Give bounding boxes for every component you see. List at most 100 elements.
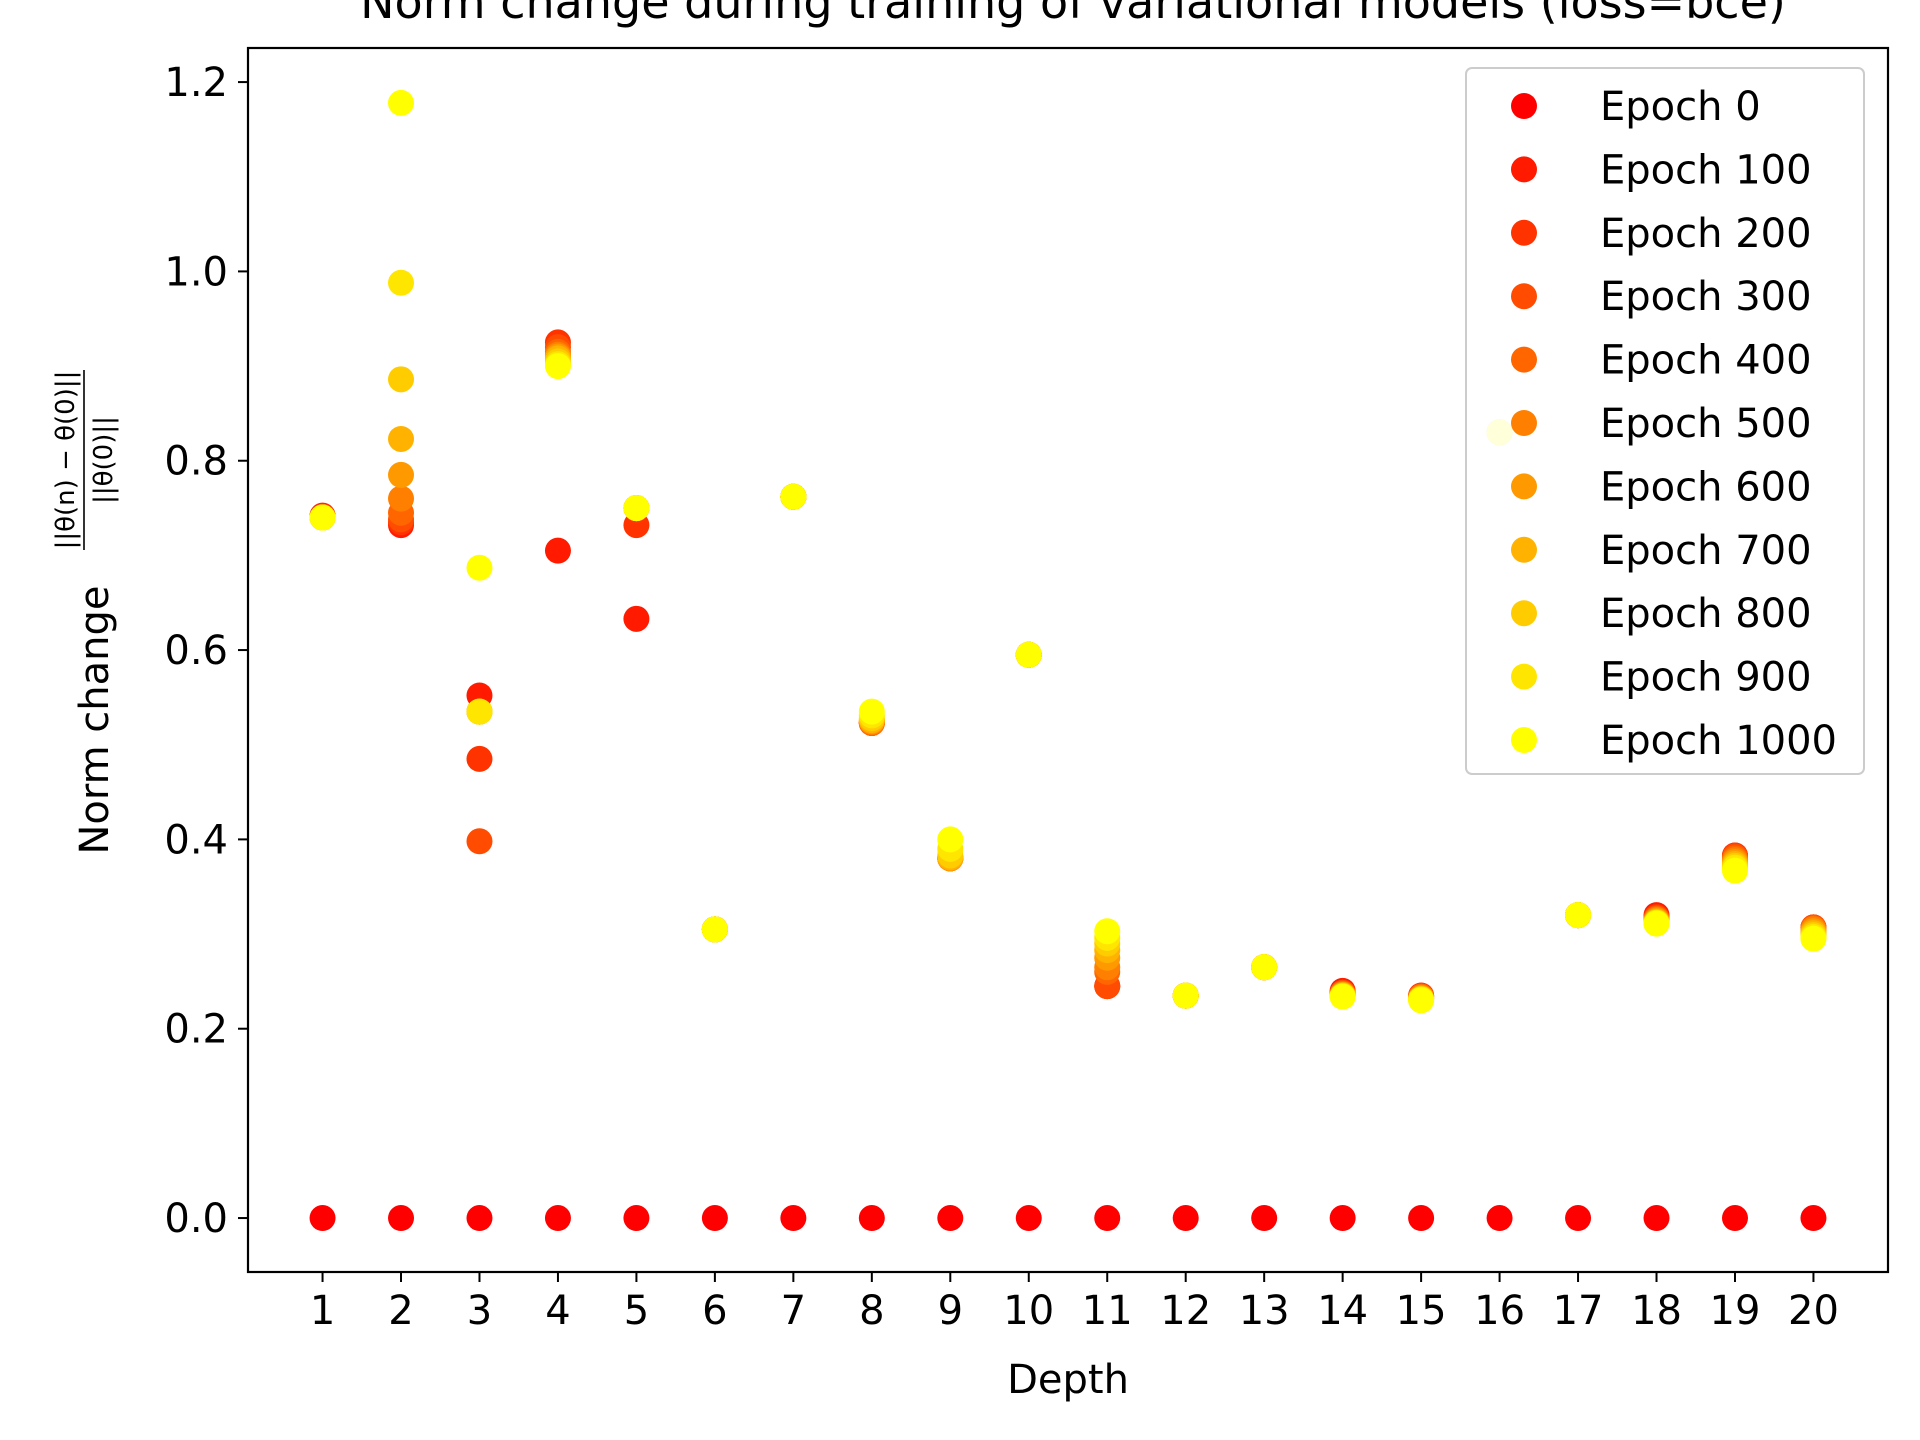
legend-marker bbox=[1511, 219, 1537, 246]
legend-marker bbox=[1511, 600, 1537, 627]
y-tick-label: 0.0 bbox=[164, 1196, 228, 1242]
data-point bbox=[1329, 1205, 1356, 1232]
y-tick-label: 1.2 bbox=[164, 60, 228, 106]
legend-entry-label: Epoch 700 bbox=[1600, 528, 1812, 574]
data-point bbox=[388, 1205, 415, 1232]
data-point bbox=[388, 461, 415, 488]
legend-marker bbox=[1511, 727, 1537, 753]
x-tick-label: 2 bbox=[388, 1288, 413, 1334]
data-point bbox=[1721, 1205, 1748, 1232]
data-point bbox=[1251, 1205, 1278, 1232]
y-tick-label: 1.0 bbox=[164, 249, 228, 295]
data-point bbox=[1094, 1205, 1121, 1232]
data-point bbox=[1172, 1205, 1199, 1232]
data-point bbox=[466, 745, 493, 772]
data-point bbox=[544, 1205, 571, 1232]
data-point bbox=[388, 485, 415, 512]
y-tick-label: 0.4 bbox=[164, 817, 228, 863]
y-axis-fraction-numerator: ||θ(n) − θ(0)|| bbox=[51, 371, 81, 550]
x-tick-label: 19 bbox=[1710, 1288, 1761, 1334]
data-point bbox=[701, 916, 728, 943]
data-point bbox=[466, 698, 493, 725]
legend-marker bbox=[1511, 93, 1537, 119]
data-point bbox=[309, 504, 336, 531]
data-point bbox=[1643, 1205, 1670, 1232]
x-tick-label: 5 bbox=[624, 1288, 649, 1334]
data-point bbox=[466, 554, 493, 581]
legend-entry-label: Epoch 200 bbox=[1600, 211, 1812, 257]
data-point bbox=[388, 89, 415, 116]
legend-marker bbox=[1511, 663, 1537, 690]
legend-marker bbox=[1511, 410, 1537, 436]
x-tick-label: 7 bbox=[781, 1288, 806, 1334]
data-point bbox=[1408, 987, 1435, 1014]
legend-entry-label: Epoch 1000 bbox=[1600, 718, 1837, 764]
x-tick-label: 20 bbox=[1788, 1288, 1839, 1334]
data-point bbox=[858, 698, 885, 725]
data-points bbox=[309, 89, 1827, 1232]
data-point bbox=[780, 483, 807, 510]
x-tick-label: 1 bbox=[310, 1288, 335, 1334]
data-point bbox=[1408, 1205, 1435, 1232]
legend-marker bbox=[1511, 536, 1537, 563]
data-point bbox=[623, 1205, 650, 1232]
legend-entry-label: Epoch 400 bbox=[1600, 338, 1812, 384]
data-point bbox=[388, 269, 415, 296]
legend-entry-label: Epoch 300 bbox=[1600, 274, 1812, 320]
x-tick-label: 4 bbox=[545, 1288, 570, 1334]
data-point bbox=[937, 1205, 964, 1232]
y-axis-fraction-denominator: ||θ(0)|| bbox=[89, 416, 119, 504]
data-point bbox=[623, 495, 650, 522]
plot-area: 1 2 3 4 5 6 7 8 9 10 11 12 13 14 15 16 17 18 19 200.00.20.4… bbox=[51, 46, 1890, 1403]
x-tick-label: 15 bbox=[1396, 1288, 1447, 1334]
axes-frame bbox=[246, 46, 1890, 1274]
x-tick-label: 3 bbox=[467, 1288, 492, 1334]
data-point bbox=[1800, 925, 1827, 952]
x-tick-label: 10 bbox=[1003, 1288, 1054, 1334]
y-tick-label: 0.2 bbox=[164, 1007, 228, 1053]
data-point bbox=[388, 425, 415, 452]
data-point bbox=[1015, 641, 1042, 668]
legend-entry-label: Epoch 100 bbox=[1600, 147, 1812, 193]
data-point bbox=[1643, 910, 1670, 937]
data-point bbox=[1251, 954, 1278, 981]
data-point bbox=[309, 1205, 336, 1232]
data-point bbox=[937, 826, 964, 853]
legend-marker bbox=[1511, 283, 1537, 310]
legend-box bbox=[1465, 67, 1865, 775]
data-point bbox=[1172, 982, 1199, 1009]
data-point bbox=[466, 828, 493, 855]
data-point bbox=[1329, 983, 1356, 1010]
data-point bbox=[1565, 902, 1592, 929]
legend-entry-label: Epoch 0 bbox=[1600, 84, 1761, 130]
x-tick-label: 18 bbox=[1631, 1288, 1682, 1334]
y-tick-label: 0.8 bbox=[164, 439, 228, 485]
data-point bbox=[544, 353, 571, 380]
legend-marker bbox=[1511, 156, 1537, 183]
legend-entry-label: Epoch 500 bbox=[1600, 401, 1812, 447]
x-tick-label: 13 bbox=[1239, 1288, 1290, 1334]
data-point bbox=[1565, 1205, 1592, 1232]
data-point bbox=[1800, 1205, 1827, 1232]
y-axis-label: Norm change bbox=[72, 585, 118, 854]
x-tick-label: 6 bbox=[702, 1288, 727, 1334]
legend-entry-label: Epoch 800 bbox=[1600, 591, 1812, 637]
y-tick-label: 0.6 bbox=[164, 628, 228, 674]
data-point bbox=[388, 366, 415, 393]
x-tick-label: 16 bbox=[1474, 1288, 1525, 1334]
y-axis-label-group: Norm change ||θ(n) − θ(0)|| ||θ(0)|| bbox=[51, 370, 119, 855]
x-tick-label: 12 bbox=[1160, 1288, 1211, 1334]
x-tick-label: 8 bbox=[859, 1288, 884, 1334]
x-tick-label: 9 bbox=[938, 1288, 963, 1334]
x-tick-label: 17 bbox=[1553, 1288, 1604, 1334]
chart-title: Norm change during training of variation… bbox=[360, 0, 1786, 29]
x-tick-label: 14 bbox=[1317, 1288, 1368, 1334]
legend-entry-label: Epoch 600 bbox=[1600, 464, 1812, 510]
x-tick-label: 11 bbox=[1082, 1288, 1133, 1334]
data-point bbox=[466, 1205, 493, 1232]
legend: Epoch 0 Epoch 100 Epoch 200 Epoch 300 Epoch … bbox=[1465, 67, 1865, 775]
data-point bbox=[1015, 1205, 1042, 1232]
data-point bbox=[780, 1205, 807, 1232]
data-point bbox=[1486, 1205, 1513, 1232]
legend-entry-label: Epoch 900 bbox=[1600, 655, 1812, 701]
